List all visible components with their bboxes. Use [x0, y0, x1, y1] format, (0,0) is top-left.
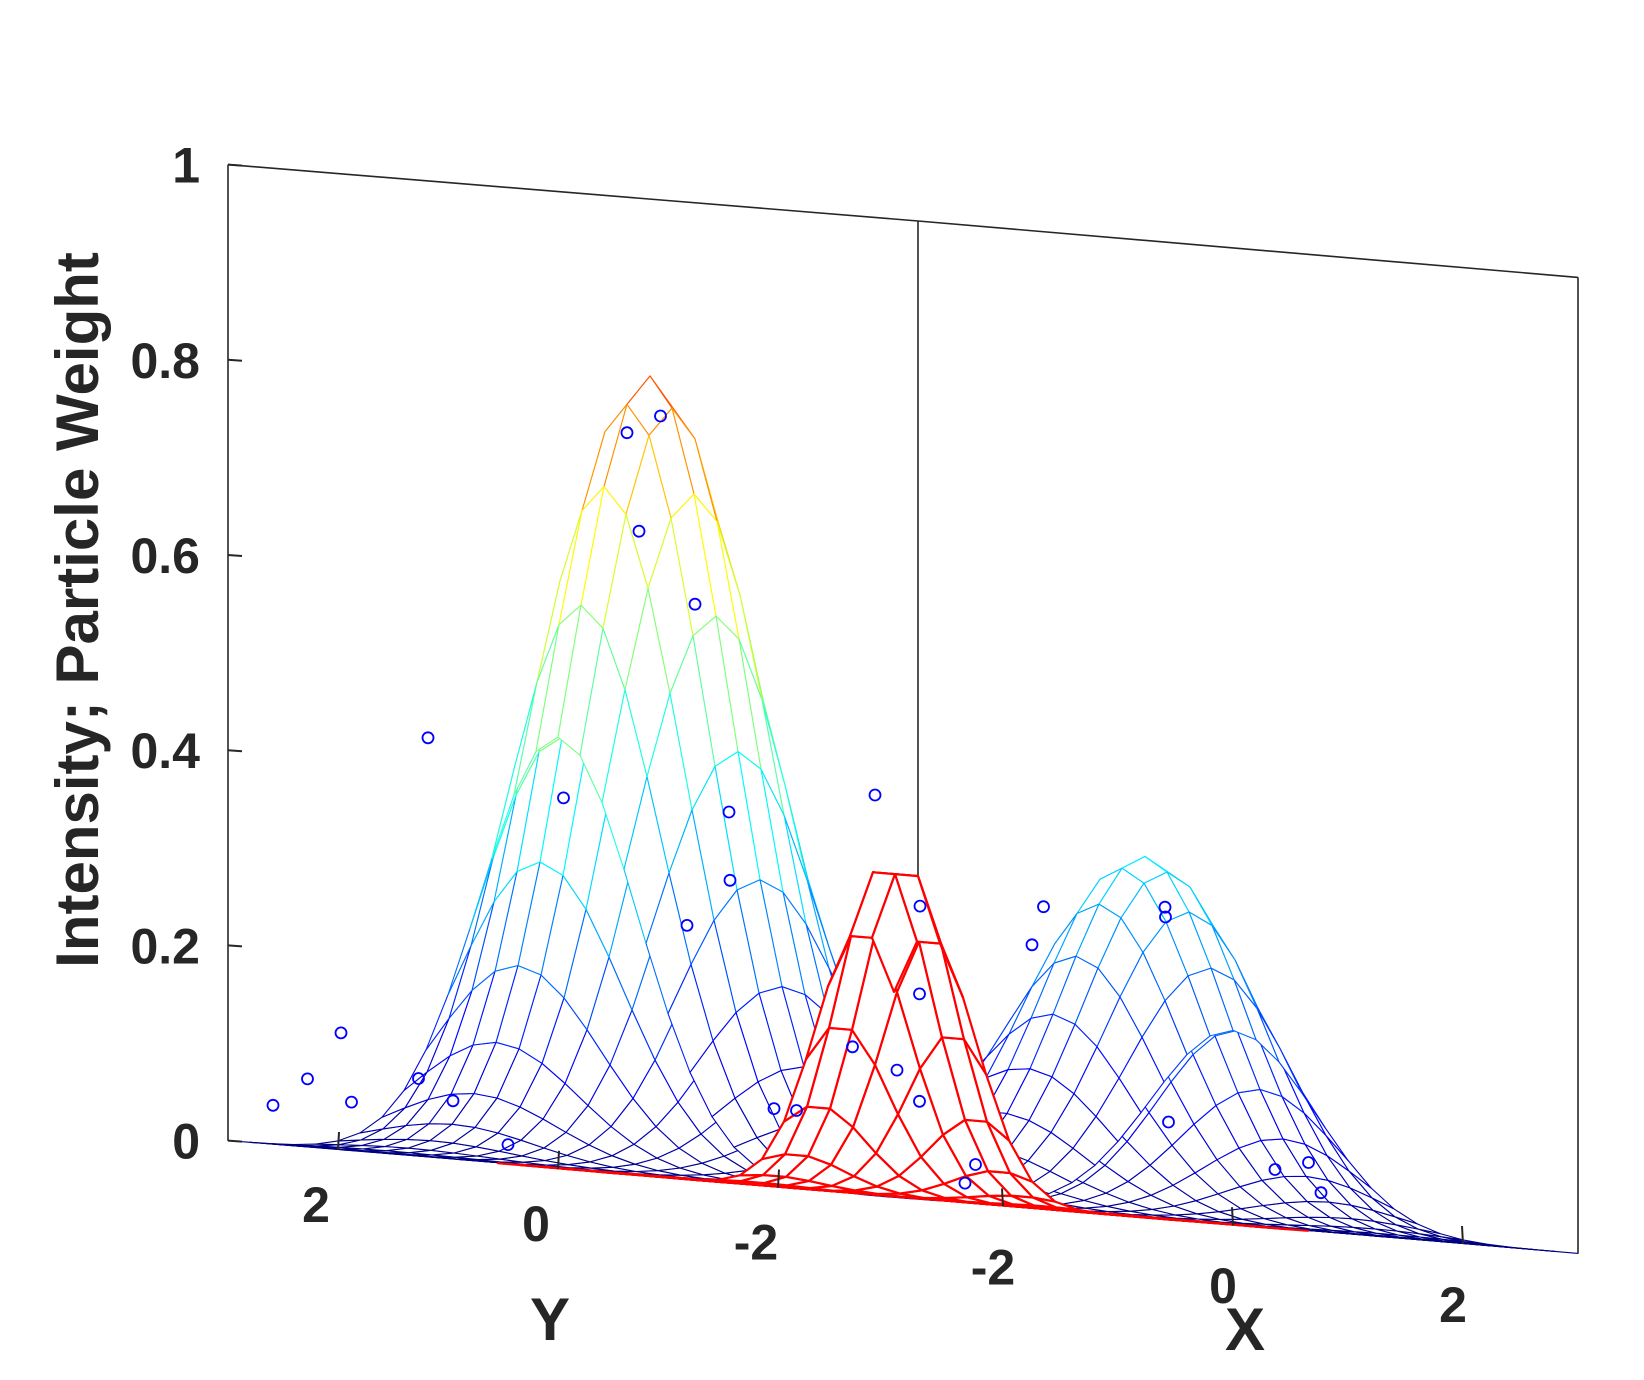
z-tick-label: 0.8 [130, 333, 200, 389]
y-tick-mark [337, 1131, 340, 1151]
particle-marker [1302, 1156, 1315, 1169]
particle-marker [958, 1176, 972, 1190]
particle-marker [557, 791, 570, 805]
z-tick-mark [227, 1139, 243, 1143]
y-tick-mark [557, 1150, 560, 1169]
particle-marker [620, 426, 634, 440]
particle-marker [767, 1102, 781, 1115]
axis-ticks [227, 163, 1464, 1245]
particle-marker [688, 597, 702, 611]
particle-marker [1037, 900, 1050, 914]
y-tick-label: 2 [302, 1177, 330, 1233]
particle-marker [680, 919, 694, 932]
particle-marker [1159, 910, 1172, 924]
particle-marker [301, 1072, 314, 1086]
z-tick-mark [227, 944, 243, 948]
particle-marker [723, 873, 737, 887]
z-tick-mark [227, 554, 243, 557]
y-tick-label: -2 [734, 1215, 778, 1271]
particle-marker [890, 1063, 904, 1077]
particle-marker [868, 788, 882, 802]
x-tick-label: 2 [1439, 1277, 1467, 1333]
particle-marker [266, 1098, 280, 1112]
x-tick-mark [1001, 1188, 1004, 1207]
z-axis-label: Intensity; Particle Weight [44, 252, 111, 968]
particle-marker [913, 899, 927, 913]
particle-marker [1162, 1115, 1175, 1129]
particle-marker [722, 805, 736, 819]
particle-marker [412, 1072, 425, 1085]
z-tick-mark [227, 163, 243, 167]
axis-tick-labels: -2 0 2 2 0 -2 0 0.2 0.4 0.6 0.8 1 [130, 138, 1466, 1333]
particle-marker [1268, 1163, 1282, 1176]
z-tick-label: 0.4 [130, 723, 200, 779]
x-tick-label: 0 [1209, 1258, 1237, 1314]
y-tick-label: 0 [522, 1196, 550, 1252]
z-tick-label: 0.6 [130, 528, 200, 584]
particle-marker [1158, 900, 1172, 914]
x-axis-label: X [1225, 1296, 1265, 1363]
z-tick-label: 0.2 [130, 918, 200, 974]
box-top-left-edge [227, 163, 919, 222]
particle-marker [913, 1094, 926, 1108]
particle-marker [345, 1095, 358, 1109]
particle-marker [1025, 938, 1039, 952]
particle-marker [421, 731, 435, 745]
particle-marker [334, 1026, 348, 1040]
x-tick-label: -2 [971, 1239, 1015, 1295]
box-top-right-edge [917, 220, 1579, 279]
z-tick-label: 0 [172, 1114, 200, 1170]
x-tick-mark [1231, 1207, 1234, 1226]
z-tick-mark [227, 358, 243, 362]
y-tick-mark [777, 1169, 780, 1188]
particle-marker [632, 524, 646, 538]
particle-marker [846, 1040, 859, 1054]
x-tick-mark [1461, 1225, 1464, 1245]
particle-marker [913, 987, 926, 1001]
estimate-mesh-cell [870, 873, 919, 994]
particle-marker [1314, 1186, 1328, 1200]
particle-marker [790, 1104, 803, 1117]
estimate-mesh-surface [496, 871, 1310, 1232]
y-axis-label: Y [530, 1286, 570, 1353]
particle-marker [654, 409, 667, 423]
z-tick-mark [227, 749, 243, 753]
particle-markers [266, 409, 1328, 1200]
particle-marker [446, 1094, 460, 1108]
particle-marker [501, 1138, 515, 1151]
particle-marker [969, 1158, 982, 1171]
z-tick-label: 1 [172, 138, 200, 194]
